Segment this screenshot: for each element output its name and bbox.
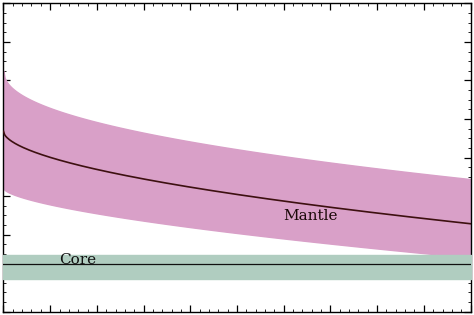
Text: Core: Core xyxy=(60,253,97,267)
Text: Mantle: Mantle xyxy=(284,209,338,223)
